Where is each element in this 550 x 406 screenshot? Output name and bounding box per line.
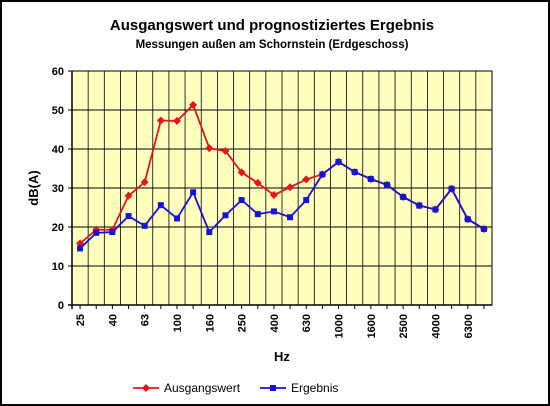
legend-label: Ausgangswert (164, 381, 241, 395)
data-point (222, 212, 229, 219)
data-point (238, 197, 245, 204)
data-point (205, 144, 214, 153)
data-point (367, 176, 374, 183)
data-point (124, 191, 133, 200)
data-point (270, 208, 277, 215)
x-tick-label: 2500 (398, 314, 410, 338)
data-point (480, 225, 487, 232)
data-point (287, 214, 294, 221)
data-point (142, 384, 150, 392)
x-tick-label: 400 (269, 314, 281, 332)
data-point (286, 183, 295, 192)
data-point (125, 213, 132, 220)
data-point (416, 202, 423, 209)
x-tick-label: 630 (301, 314, 313, 332)
y-axis-ticks: 0 10 20 30 40 50 60 (52, 66, 72, 312)
y-tick-label: 40 (52, 144, 64, 156)
data-point (221, 146, 230, 155)
y-tick-label: 30 (52, 183, 64, 195)
data-point (141, 222, 148, 229)
x-tick-label: 250 (237, 314, 249, 332)
data-point (303, 197, 310, 204)
y-tick-label: 60 (52, 66, 64, 78)
data-point (270, 385, 276, 391)
grid-lines (68, 70, 492, 309)
x-tick-label: 4000 (430, 314, 442, 338)
y-axis-label: dB(A) (26, 170, 41, 205)
x-tick-label: 25 (75, 314, 87, 326)
data-point (432, 206, 439, 213)
x-tick-label: 6300 (463, 314, 475, 338)
y-tick-label: 10 (52, 261, 64, 273)
x-tick-label: 1600 (366, 314, 378, 338)
data-point (190, 189, 197, 196)
chart-subtitle: Messungen außen am Schornstein (Erdgesch… (136, 39, 409, 51)
data-point (319, 171, 326, 178)
data-point (174, 215, 180, 222)
x-axis-ticks: 25 40 63 100 160 250 400 630 1000 1600 2500 4000 630… (75, 305, 485, 338)
data-point (269, 191, 278, 200)
x-tick-label: 1000 (334, 314, 346, 338)
data-point (189, 100, 198, 109)
x-tick-label: 160 (204, 314, 216, 332)
data-point (302, 175, 311, 184)
data-point (140, 178, 149, 187)
data-point (335, 158, 342, 165)
legend-label: Ergebnis (291, 381, 338, 395)
x-tick-label: 100 (172, 314, 184, 332)
x-tick-label: 63 (140, 314, 152, 326)
data-point (93, 229, 100, 236)
data-point (206, 229, 213, 236)
y-tick-label: 20 (52, 222, 64, 234)
data-point (156, 116, 165, 125)
x-tick-label: 40 (107, 314, 119, 326)
series-ergebnis (77, 158, 487, 252)
y-tick-label: 0 (58, 300, 64, 312)
data-point (464, 216, 471, 223)
data-point (384, 181, 390, 188)
data-point (237, 168, 246, 177)
data-point (351, 169, 358, 176)
data-point (253, 178, 262, 187)
data-point (254, 211, 261, 218)
data-point (109, 229, 116, 236)
x-axis-label: Hz (274, 349, 290, 364)
data-point (448, 185, 455, 192)
legend: Ausgangswert Ergebnis (133, 381, 338, 395)
y-tick-label: 50 (52, 105, 64, 117)
data-point (157, 202, 164, 209)
data-point (77, 245, 84, 252)
data-point (173, 116, 181, 125)
series-layer (76, 100, 488, 252)
data-point (400, 193, 407, 200)
chart-title: Ausgangswert und prognostiziertes Ergebn… (110, 17, 434, 34)
